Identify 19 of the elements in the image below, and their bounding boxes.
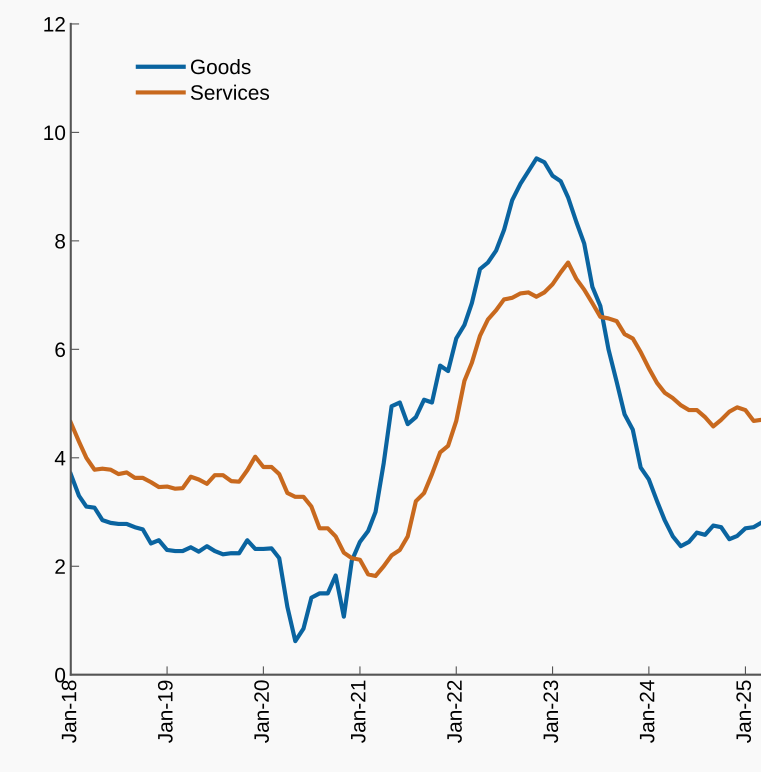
- y-tick-label: 8: [55, 234, 66, 249]
- legend-label: Goods: [190, 58, 251, 74]
- y-tick-label: 10: [44, 125, 66, 140]
- x-tick-label: Jan-24: [640, 680, 654, 743]
- line-series: [70, 260, 761, 578]
- y-tick-label: 6: [55, 342, 65, 358]
- y-tick-label: 12: [44, 16, 65, 32]
- y-tick-label: 2: [55, 559, 65, 574]
- legend-label: Services: [190, 84, 270, 100]
- x-tick-label: Jan-20: [254, 680, 269, 743]
- x-tick-label: Jan-23: [543, 680, 558, 743]
- x-tick-label: Jan-22: [447, 680, 462, 743]
- x-tick-label: Jan-19: [158, 680, 173, 743]
- y-tick-label: 0: [55, 668, 66, 682]
- line-series: [70, 156, 761, 644]
- y-tick-label: 4: [54, 451, 66, 466]
- x-tick-label: Jan-18: [62, 680, 76, 743]
- x-tick-label: Jan-21: [350, 680, 366, 743]
- x-tick-label: Jan-25: [736, 680, 752, 743]
